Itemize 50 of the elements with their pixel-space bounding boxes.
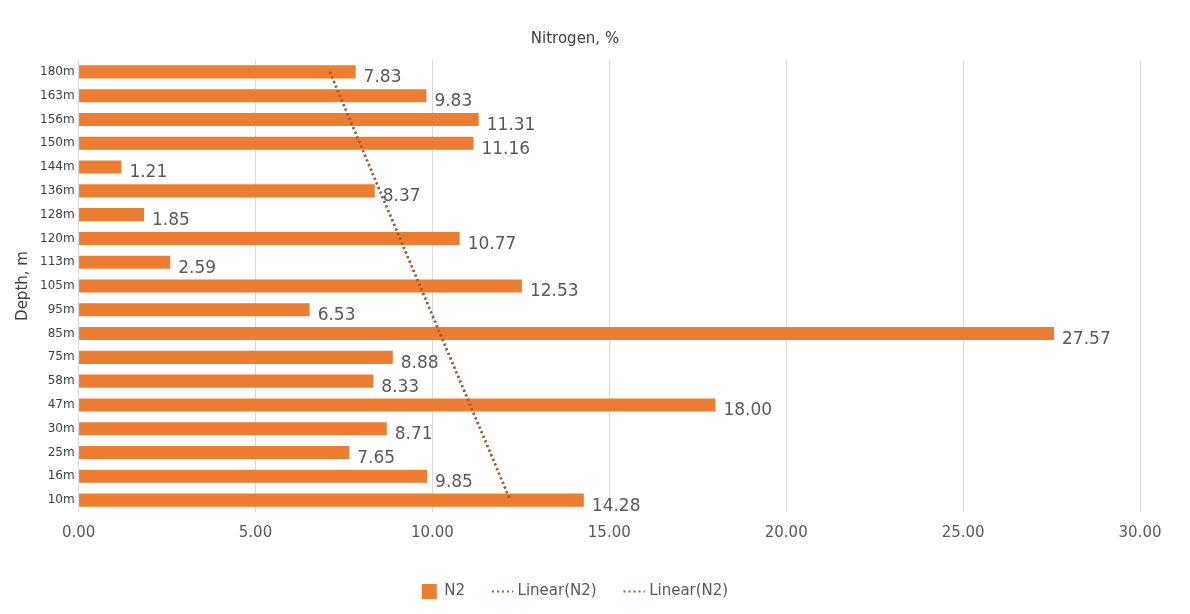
y-tick-label: 136m: [40, 182, 75, 197]
legend-label: Linear(N2): [649, 581, 729, 600]
x-tick-label: 20.00: [764, 522, 808, 541]
legend-label: Linear(N2): [517, 581, 597, 600]
data-label: 11.16: [481, 137, 531, 158]
legend-label: N2: [444, 581, 466, 600]
data-label: 10.77: [467, 232, 517, 253]
x-tick-label: 25.00: [941, 522, 985, 541]
data-label: 8.37: [382, 185, 421, 206]
data-label: 2.59: [178, 256, 217, 277]
data-label: 12.53: [529, 280, 579, 301]
y-tick-label: 75m: [47, 349, 75, 364]
y-axis-title: Depth, m: [12, 251, 31, 321]
x-tick-label: 5.00: [238, 522, 273, 541]
y-tick-label: 120m: [40, 230, 75, 245]
data-label: 1.85: [152, 209, 190, 230]
data-label: 27.57: [1062, 328, 1111, 348]
y-tick-label: 25m: [47, 444, 75, 459]
data-label: 18.00: [723, 399, 773, 420]
data-label: 8.71: [394, 423, 433, 444]
data-label: 1.21: [129, 161, 168, 182]
data-label: 7.83: [363, 66, 402, 87]
y-tick-label: 156m: [40, 111, 75, 126]
y-tick-label: 30m: [47, 420, 75, 435]
y-tick-label: 180m: [40, 64, 75, 79]
x-tick-label: 30.00: [1118, 522, 1162, 541]
data-label: 9.83: [434, 90, 473, 111]
data-label: 14.28: [591, 494, 641, 515]
y-tick-label: 150m: [40, 135, 75, 150]
y-tick-label: 85m: [47, 325, 75, 340]
data-label: 8.88: [400, 351, 439, 372]
y-tick-label: 58m: [47, 373, 75, 388]
y-tick-label: 47m: [47, 397, 75, 412]
y-tick-label: 163m: [40, 87, 75, 102]
y-tick-label: 144m: [40, 159, 75, 174]
data-label: 9.85: [435, 470, 473, 491]
y-tick-label: 113m: [40, 254, 75, 269]
data-label: 6.53: [317, 304, 356, 325]
x-tick-label: 15.00: [587, 522, 631, 541]
chart-title: Nitrogen, %: [530, 28, 620, 47]
data-label: 8.33: [381, 375, 420, 396]
data-label: 7.65: [357, 446, 396, 467]
x-tick-label: 0.00: [61, 522, 96, 541]
y-tick-label: 10m: [47, 492, 75, 507]
y-tick-label: 128m: [40, 206, 75, 221]
x-tick-label: 10.00: [410, 522, 454, 541]
y-tick-label: 16m: [47, 468, 75, 483]
data-label: 11.31: [486, 113, 536, 134]
y-tick-label: 105m: [40, 278, 75, 293]
y-tick-label: 95m: [47, 301, 75, 316]
